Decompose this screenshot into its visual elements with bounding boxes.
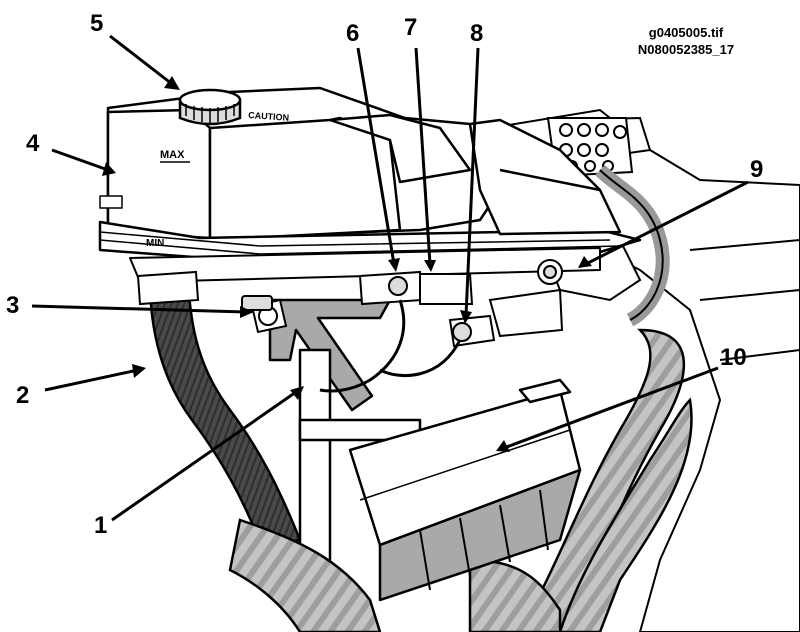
tank-min-label: MIN [146, 238, 164, 249]
mounting-bolts [241, 259, 563, 334]
callout-7: 7 [404, 14, 418, 41]
svg-text:CAUTION: CAUTION [248, 110, 290, 123]
callout-6: 6 [346, 20, 360, 47]
leader-lines [31, 34, 749, 522]
control-module [348, 378, 582, 602]
callout-2: 2 [16, 382, 30, 409]
callout-1: 1 [94, 512, 108, 539]
coolant-reservoir [98, 86, 642, 283]
callout-4: 4 [26, 130, 40, 157]
level-sensor [358, 270, 564, 348]
wiring-harness [228, 164, 693, 632]
sensor-wires [319, 299, 462, 393]
callout-9: 9 [750, 156, 764, 183]
callout-5: 5 [90, 10, 104, 37]
callout-8: 8 [470, 20, 484, 47]
callout-10: 10 [720, 344, 747, 371]
file-name: g0405005.tif [648, 25, 724, 40]
leader-arrowheads [102, 76, 592, 452]
figure-file-info: g0405005.tif N080052385_17 [618, 24, 754, 58]
part-number: N080052385_17 [637, 42, 735, 57]
tank-max-label: MAX [160, 149, 185, 161]
reservoir-cap: CAUTION [178, 88, 290, 126]
callout-3: 3 [6, 292, 20, 319]
